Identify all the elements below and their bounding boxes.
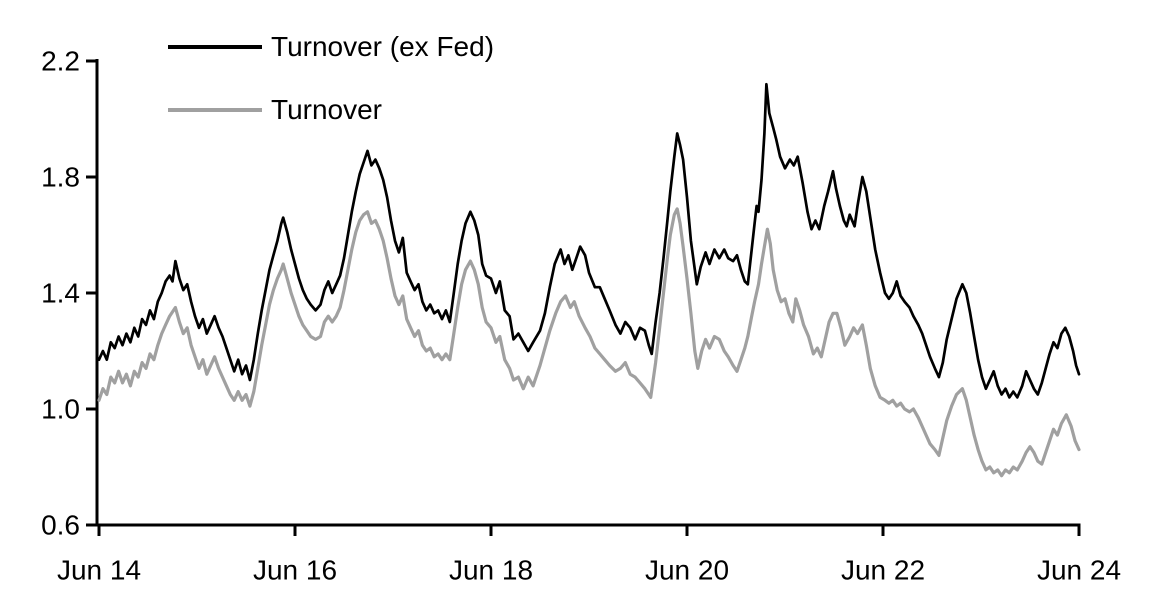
x-tick-label: Jun 20 (645, 555, 729, 586)
y-tick-label: 1.4 (41, 278, 80, 309)
x-tick-label: Jun 24 (1037, 555, 1121, 586)
chart-legend: Turnover (ex Fed) Turnover (168, 28, 494, 154)
legend-label-turnover-ex-fed: Turnover (ex Fed) (271, 31, 495, 62)
legend-item-turnover-ex-fed: Turnover (ex Fed) (168, 28, 494, 66)
y-tick-label: 2.2 (41, 46, 80, 77)
legend-line-sample-black-icon (168, 45, 262, 49)
x-tick-label: Jun 22 (841, 555, 925, 586)
y-tick-label: 0.6 (41, 510, 80, 541)
legend-item-turnover: Turnover (168, 91, 494, 129)
x-tick-label: Jun 18 (449, 555, 533, 586)
legend-label-turnover: Turnover (271, 94, 383, 125)
legend-line-sample-gray-icon (168, 108, 262, 112)
y-tick-label: 1.8 (41, 162, 80, 193)
series-line-turnover-ex-fed (97, 82, 1081, 399)
x-tick-label: Jun 14 (57, 555, 141, 586)
y-tick-label: 1.0 (41, 394, 80, 425)
series-line-turnover (97, 207, 1081, 478)
x-tick-label: Jun 16 (253, 555, 337, 586)
